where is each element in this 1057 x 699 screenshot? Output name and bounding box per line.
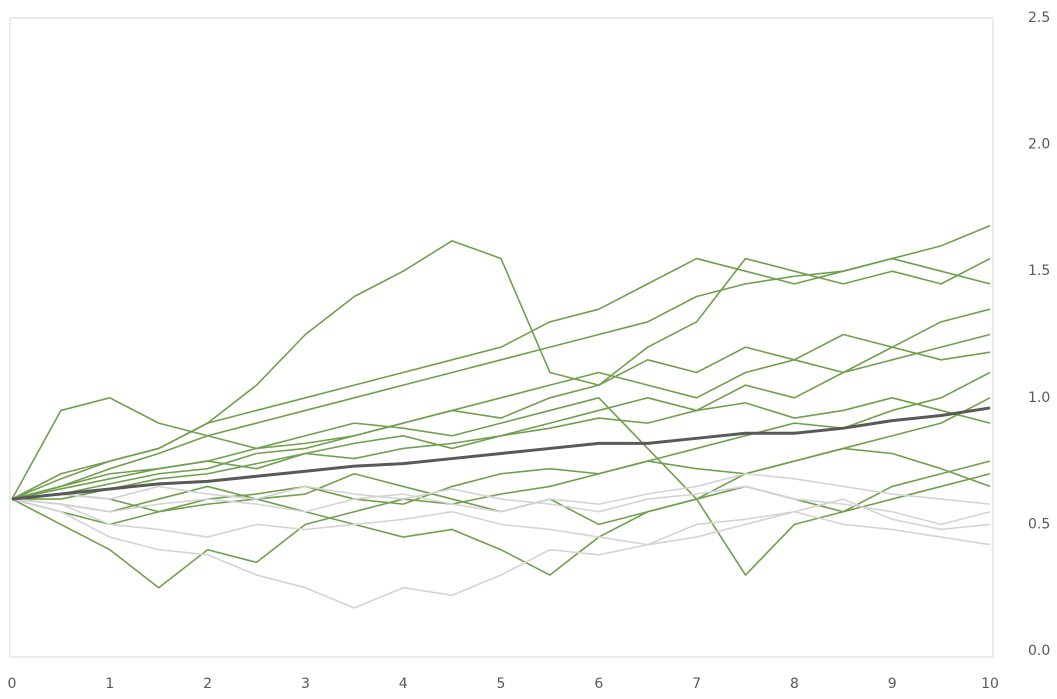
- x-tick-label: 2: [203, 676, 212, 692]
- x-tick-label: 7: [692, 676, 701, 692]
- series-line: [11, 371, 991, 589]
- x-tick-label: 6: [594, 676, 603, 692]
- x-tick-label: 4: [399, 676, 408, 692]
- y-tick-label: 2.5: [1028, 10, 1050, 26]
- x-tick-label: 3: [301, 676, 310, 692]
- series-line: [11, 447, 991, 526]
- series-line: [11, 224, 991, 500]
- y-tick-label: 1.0: [1028, 390, 1050, 406]
- series-line: [11, 472, 991, 513]
- y-tick-label: 1.5: [1028, 263, 1050, 279]
- series-line: [11, 406, 991, 501]
- series-line: [11, 346, 991, 500]
- plot-frame: [9, 17, 994, 658]
- series-line: [11, 257, 991, 500]
- x-tick-label: 1: [105, 676, 114, 692]
- y-tick-label: 0.5: [1028, 516, 1050, 532]
- series-line: [11, 257, 991, 500]
- x-tick-label: 8: [790, 676, 799, 692]
- series-line: [11, 498, 991, 546]
- x-tick-label: 9: [888, 676, 897, 692]
- series-line: [11, 240, 991, 500]
- series-line: [11, 485, 991, 526]
- y-tick-label: 0.0: [1028, 643, 1050, 659]
- x-tick-label: 0: [8, 676, 17, 692]
- series-line: [11, 397, 991, 500]
- x-tick-label: 5: [497, 676, 506, 692]
- series-line: [11, 498, 991, 609]
- y-tick-label: 2.0: [1028, 137, 1050, 153]
- x-tick-label: 10: [981, 676, 999, 692]
